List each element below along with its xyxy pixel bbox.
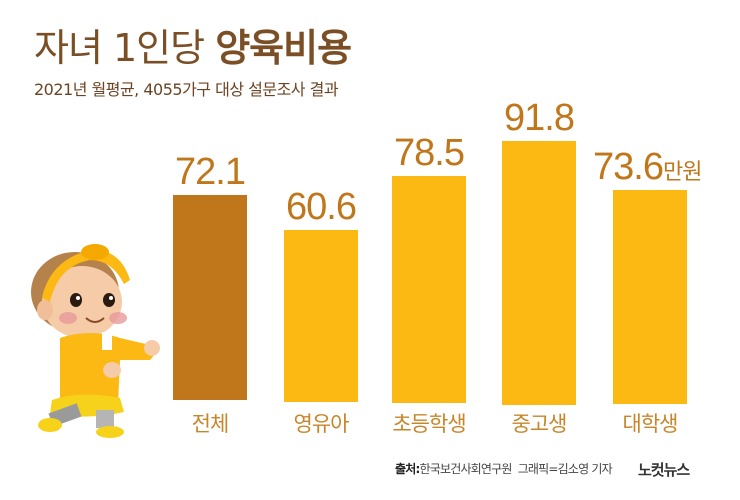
- bar-elementary: [392, 176, 466, 403]
- category-label-secondary: 중고생: [511, 412, 568, 436]
- value-label-total: 72.1: [175, 151, 246, 193]
- title-plain: 자녀 1인당: [34, 26, 216, 70]
- chart-subtitle: 2021년 월평균, 4055가구 대상 설문조사 결과: [34, 80, 339, 99]
- value-label-university: 73.6만원: [593, 146, 702, 193]
- category-label-university: 대학생: [622, 412, 679, 436]
- nocut-news-logo: 노컷뉴스: [638, 461, 690, 479]
- source-label: 출처:: [395, 462, 420, 476]
- value-label-elementary: 78.5: [394, 132, 465, 174]
- value-label-secondary: 91.8: [504, 97, 575, 139]
- baby-illustration-icon: [31, 244, 160, 438]
- bar-secondary: [502, 141, 576, 405]
- source-credit: 출처:한국보건사회연구원 그래픽=김소영 기자: [395, 460, 613, 477]
- value-label-university-number: 73.6: [593, 146, 664, 188]
- bar-university: [613, 190, 687, 404]
- bar-infant: [284, 230, 358, 402]
- chart-title: 자녀 1인당 양육비용: [34, 26, 352, 70]
- source-text: 한국보건사회연구원: [419, 462, 512, 476]
- value-label-infant: 60.6: [286, 186, 357, 228]
- bar-total: [173, 195, 247, 400]
- unit-label: 만원: [662, 160, 702, 185]
- title-bold: 양육비용: [215, 26, 352, 70]
- graphic-credit: 그래픽=김소영 기자: [517, 462, 613, 476]
- category-label-elementary: 초등학생: [392, 412, 466, 436]
- category-label-infant: 영유아: [293, 412, 350, 436]
- category-label-total: 전체: [191, 412, 230, 436]
